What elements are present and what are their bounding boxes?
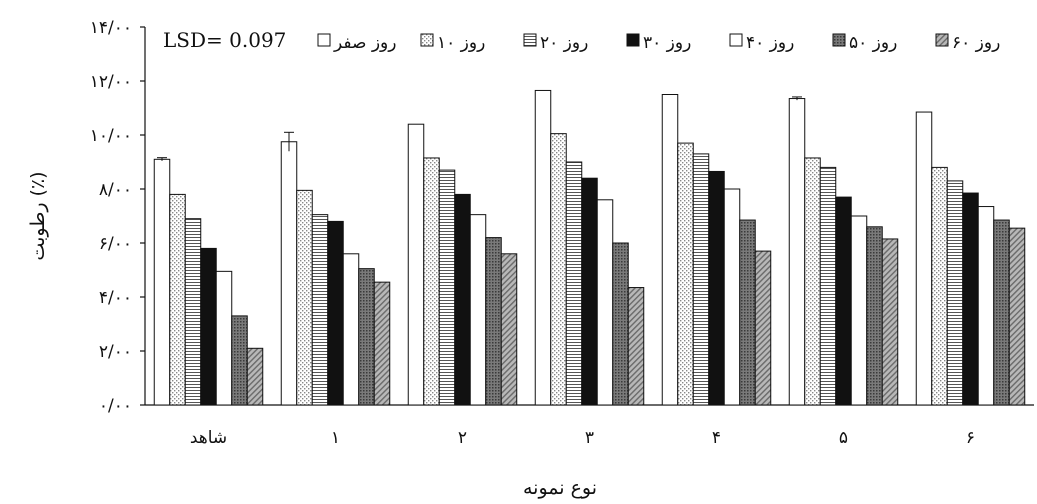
y-tick-label: ۶/۰۰ (99, 234, 132, 254)
legend-label: روز ۱۰ (437, 33, 485, 53)
bar-1-5 (215, 270, 233, 406)
bar-5-2 (677, 142, 694, 406)
x-axis-title: نوع نمونه (523, 477, 597, 499)
bar-1-6 (231, 315, 248, 406)
bar-5-6 (739, 219, 756, 406)
bar-6-1 (788, 98, 806, 406)
bar-2-1 (280, 141, 298, 406)
x-category-label: ۱ (331, 428, 340, 448)
legend-label: روز ۴۰ (746, 33, 794, 53)
bar-4-7 (627, 287, 645, 406)
lsd-annotation: LSD= 0.097 (163, 28, 286, 52)
y-tick-label: ۲/۰۰ (99, 342, 132, 362)
bar-6-4 (835, 196, 852, 406)
bar-7-6 (993, 219, 1010, 406)
bar-4-6 (612, 242, 629, 406)
bar-3-3 (438, 169, 456, 406)
x-category-label: ۵ (839, 428, 848, 448)
y-tick-label: ۱۴/۰۰ (90, 18, 132, 38)
bar-1-3 (184, 218, 202, 406)
bar-6-3 (819, 166, 837, 406)
x-category-label: ۳ (585, 428, 594, 448)
bar-4-5 (596, 199, 614, 406)
bar-4-3 (565, 161, 583, 406)
y-tick-label: ۱۰/۰۰ (90, 126, 132, 146)
bar-1-4 (200, 247, 217, 406)
legend-swatch (832, 33, 846, 47)
legend-swatch (626, 33, 640, 47)
bar-4-2 (550, 133, 567, 406)
legend-label: روز صفر (333, 33, 396, 53)
bar-2-6 (358, 268, 375, 406)
bar-1-1 (153, 158, 171, 406)
legend-swatch (420, 33, 434, 47)
legend-label: روز ۶۰ (952, 33, 1000, 53)
bar-5-7 (754, 250, 772, 406)
legend-label: روز ۳۰ (643, 33, 691, 53)
bar-6-6 (866, 226, 883, 406)
y-tick-label: ۴/۰۰ (99, 288, 132, 308)
legend-swatch (317, 33, 331, 47)
bar-5-3 (692, 153, 710, 406)
bar-7-3 (946, 180, 964, 406)
y-tick-label: ۰/۰۰ (99, 396, 132, 416)
bar-7-7 (1008, 227, 1026, 406)
bar-3-1 (407, 123, 425, 406)
bar-4-4 (581, 177, 598, 406)
bar-7-4 (962, 192, 979, 406)
bar-4-1 (534, 89, 552, 406)
bar-2-4 (327, 220, 344, 406)
bar-7-1 (915, 111, 933, 406)
bar-7-5 (977, 206, 995, 406)
legend-label: روز ۲۰ (540, 33, 588, 53)
y-axis-title: رطوبت (٪) (27, 171, 49, 260)
legend: LSD= 0.097 روز صفر روز ۱۰ روز ۲۰ روز ۳۰ روز … (163, 28, 1000, 53)
bar-2-3 (311, 214, 329, 406)
y-tick-label: ۱۲/۰۰ (90, 72, 132, 92)
bar-2-5 (342, 253, 360, 406)
bar-6-5 (850, 215, 868, 406)
bar-5-4 (708, 170, 725, 406)
x-category-label: ۴ (712, 428, 721, 448)
x-category-label: ۶ (966, 428, 975, 448)
bar-2-2 (296, 189, 313, 406)
bar-5-5 (723, 188, 741, 406)
bar-3-2 (423, 157, 440, 406)
bar-1-2 (169, 193, 186, 406)
bar-3-7 (500, 253, 518, 406)
x-category-label: ۲ (458, 428, 467, 448)
bar-6-7 (881, 238, 899, 406)
bar-7-2 (931, 166, 948, 406)
legend-swatch (729, 33, 743, 47)
bar-6-2 (804, 157, 821, 406)
bar-5-1 (661, 94, 679, 406)
bar-3-5 (469, 214, 487, 406)
legend-swatch (935, 33, 949, 47)
bar-3-6 (485, 237, 502, 406)
bar-1-7 (246, 347, 264, 406)
legend-swatch (523, 33, 537, 47)
bar-2-7 (373, 281, 391, 406)
legend-label: روز ۵۰ (849, 33, 897, 53)
bar-3-4 (454, 193, 471, 406)
y-tick-label: ۸/۰۰ (99, 180, 132, 200)
x-category-label: شاهد (190, 428, 227, 448)
